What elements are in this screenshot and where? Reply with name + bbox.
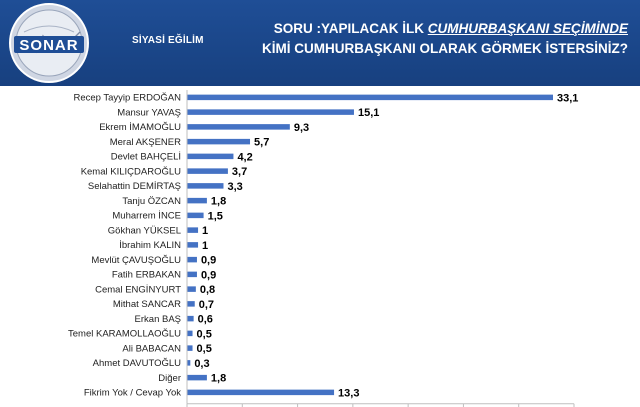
bar bbox=[187, 242, 199, 248]
value-label: 0,7 bbox=[199, 299, 214, 311]
bar bbox=[187, 168, 228, 174]
category-label: Fikrim Yok / Cevap Yok bbox=[84, 388, 181, 399]
bar bbox=[187, 124, 290, 130]
category-label: Fatih ERBAKAN bbox=[112, 270, 181, 281]
value-label: 9,3 bbox=[294, 122, 309, 134]
category-label: Ali BABACAN bbox=[122, 343, 181, 354]
category-label: Mansur YAVAŞ bbox=[117, 107, 181, 118]
question-text: SORU :YAPILACAK İLK CUMHURBAŞKANI SEÇİMİ… bbox=[208, 19, 628, 59]
value-label: 13,3 bbox=[338, 387, 359, 399]
category-label: Devlet BAHÇELİ bbox=[111, 152, 181, 163]
value-label: 0,9 bbox=[201, 269, 216, 281]
category-label: Gökhan YÜKSEL bbox=[108, 225, 181, 236]
question-line-1: SORU :YAPILACAK İLK CUMHURBAŞKANI SEÇİMİ… bbox=[208, 19, 628, 39]
bar bbox=[187, 138, 251, 145]
bar bbox=[187, 212, 204, 219]
category-label: Muharrem İNCE bbox=[112, 211, 181, 222]
question-line-2: KİMİ CUMHURBAŞKANI OLARAK GÖRMEK İSTERSİ… bbox=[262, 41, 628, 56]
bar bbox=[187, 94, 553, 101]
category-label: Tanju ÖZCAN bbox=[122, 196, 181, 207]
bar-chart: Recep Tayyip ERDOĞAN 33,1 Mansur YAVAŞ 15,1… bbox=[68, 90, 578, 407]
bar bbox=[187, 256, 197, 263]
bar bbox=[187, 197, 207, 204]
value-label: 0,9 bbox=[201, 255, 216, 267]
category-label: Mithat SANCAR bbox=[113, 299, 181, 310]
logo-text: SONAR bbox=[19, 37, 78, 54]
sonar-logo: SONAR bbox=[9, 3, 89, 83]
category-label: Selahattin DEMİRTAŞ bbox=[88, 181, 181, 192]
bar bbox=[187, 183, 224, 189]
value-label: 1 bbox=[202, 225, 208, 237]
bar bbox=[187, 389, 335, 396]
bar bbox=[187, 360, 191, 366]
bar bbox=[187, 345, 193, 351]
section-label: SİYASİ EĞİLİM bbox=[132, 35, 204, 46]
category-label: Meral AKŞENER bbox=[110, 137, 181, 148]
value-label: 5,7 bbox=[254, 137, 269, 149]
header-banner: SONAR SİYASİ EĞİLİM SORU :YAPILACAK İLK … bbox=[0, 0, 640, 86]
bar bbox=[187, 315, 194, 322]
category-label: Kemal KILIÇDAROĞLU bbox=[81, 166, 181, 177]
bar bbox=[187, 286, 196, 292]
value-label: 0,3 bbox=[194, 358, 209, 370]
value-label: 15,1 bbox=[358, 107, 379, 119]
bar bbox=[187, 153, 234, 160]
value-label: 1,8 bbox=[211, 196, 226, 208]
value-label: 0,5 bbox=[197, 328, 212, 340]
bar bbox=[187, 330, 193, 337]
category-label: Recep Tayyip ERDOĞAN bbox=[73, 93, 181, 104]
category-label: Erkan BAŞ bbox=[135, 314, 181, 325]
question-emphasis: CUMHURBAŞKANI SEÇİMİNDE bbox=[427, 21, 628, 36]
category-label: Ahmet DAVUTOĞLU bbox=[93, 358, 181, 369]
category-label: Temel KARAMOLLAOĞLU bbox=[68, 329, 181, 340]
category-label: Diğer bbox=[158, 373, 181, 384]
category-label: Cemal ENGİNYURT bbox=[95, 284, 181, 295]
value-label: 1,5 bbox=[208, 210, 223, 222]
value-label: 3,3 bbox=[227, 181, 242, 193]
category-label: İbrahim KALIN bbox=[119, 240, 181, 251]
bar bbox=[187, 271, 197, 278]
category-label: Ekrem İMAMOĞLU bbox=[99, 122, 181, 133]
value-label: 1 bbox=[202, 240, 208, 252]
bar bbox=[187, 374, 207, 381]
value-label: 0,6 bbox=[198, 314, 213, 326]
bar bbox=[187, 227, 199, 233]
value-label: 33,1 bbox=[557, 92, 578, 104]
question-prefix: SORU :YAPILACAK İLK bbox=[273, 21, 428, 36]
value-label: 3,7 bbox=[232, 166, 247, 178]
bar bbox=[187, 301, 195, 307]
value-label: 0,8 bbox=[200, 284, 215, 296]
value-label: 0,5 bbox=[197, 343, 212, 355]
bar bbox=[187, 109, 354, 115]
category-label: Mevlüt ÇAVUŞOĞLU bbox=[91, 255, 181, 266]
value-label: 4,2 bbox=[237, 151, 252, 163]
value-label: 1,8 bbox=[211, 373, 226, 385]
